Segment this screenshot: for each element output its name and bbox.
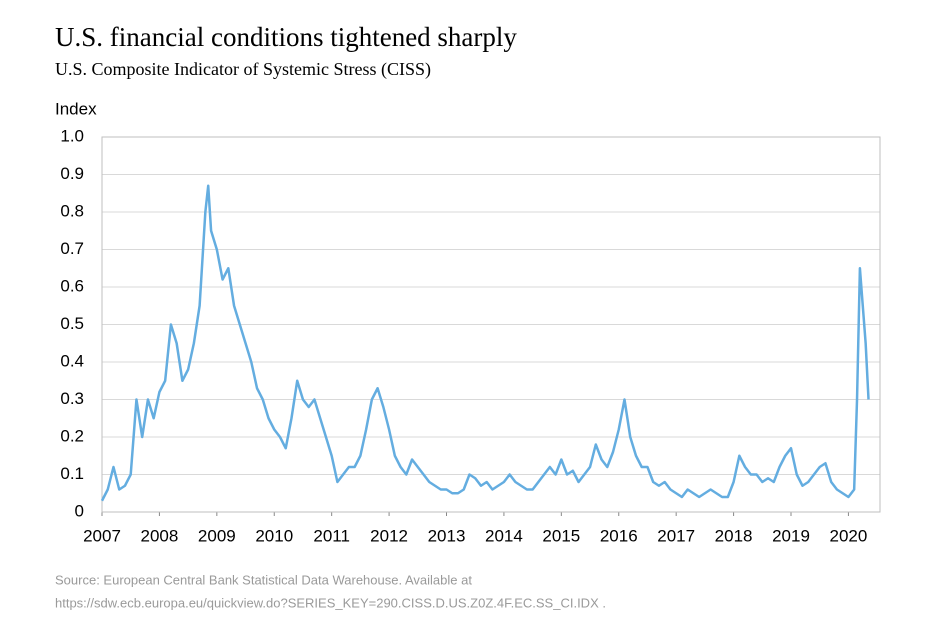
x-tick-label: 2012 (370, 526, 408, 545)
source-line: Source: European Central Bank Statistica… (55, 572, 472, 587)
y-tick-label: 0.3 (60, 389, 84, 408)
x-tick-label: 2017 (657, 526, 695, 545)
x-tick-label: 2018 (715, 526, 753, 545)
y-tick-label: 0.4 (60, 351, 84, 370)
y-tick-label: 0.8 (60, 201, 84, 220)
plot-frame (101, 136, 881, 513)
x-tick-label: 2007 (83, 526, 121, 545)
x-tick-label: 2016 (600, 526, 638, 545)
data-line (100, 184, 870, 502)
x-tick-label: 2014 (485, 526, 523, 545)
x-tick-label: 2020 (830, 526, 868, 545)
source-line: https://sdw.ecb.europa.eu/quickview.do?S… (55, 595, 606, 610)
y-tick-label: 1.0 (60, 126, 84, 145)
x-tick-label: 2013 (428, 526, 466, 545)
x-tick-label: 2019 (772, 526, 810, 545)
y-tick-label: 0 (75, 501, 84, 520)
x-tick-label: 2015 (542, 526, 580, 545)
y-tick-label: 0.1 (60, 464, 84, 483)
y-tick-label: 0.5 (60, 314, 84, 333)
x-tick-label: 2011 (313, 526, 350, 545)
y-axis-label: Index (55, 99, 97, 118)
y-tick-label: 0.9 (60, 164, 84, 183)
y-tick-label: 0.2 (60, 426, 84, 445)
y-tick-label: 0.6 (60, 276, 84, 295)
x-tick-label: 2010 (255, 526, 293, 545)
x-tick-label: 2008 (141, 526, 179, 545)
x-tick-label: 2009 (198, 526, 236, 545)
chart-subtitle: U.S. Composite Indicator of Systemic Str… (55, 59, 431, 80)
y-tick-label: 0.7 (60, 239, 84, 258)
chart-title: U.S. financial conditions tightened shar… (55, 22, 517, 52)
